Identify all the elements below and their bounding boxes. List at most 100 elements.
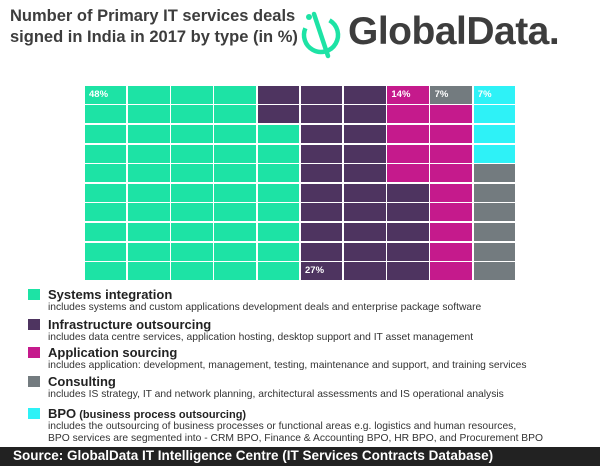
waffle-cell xyxy=(171,203,213,222)
data-label: 7% xyxy=(434,89,449,100)
waffle-cell xyxy=(171,222,213,242)
legend-swatch xyxy=(28,347,40,358)
legend-swatch xyxy=(28,319,40,330)
waffle-cell xyxy=(430,144,473,163)
waffle-cell xyxy=(127,105,170,124)
waffle-cell xyxy=(127,144,170,163)
legend-description: includes application: development, manag… xyxy=(48,360,527,371)
legend-swatch xyxy=(28,376,40,387)
waffle-cell xyxy=(257,262,300,281)
waffle-cell xyxy=(473,183,516,202)
waffle-cell xyxy=(343,164,386,183)
waffle-cell xyxy=(387,242,429,261)
waffle-cell xyxy=(84,105,127,124)
waffle-cell xyxy=(257,222,300,242)
waffle-cell xyxy=(343,85,386,104)
waffle-cell xyxy=(343,105,386,124)
waffle-cell xyxy=(84,85,127,104)
waffle-cell xyxy=(300,262,343,281)
legend-description: includes systems and custom applications… xyxy=(48,302,482,313)
chart-title: Number of Primary IT services deals sign… xyxy=(10,7,298,46)
waffle-cell xyxy=(214,124,257,144)
waffle-cell xyxy=(171,124,213,144)
data-label: 27% xyxy=(305,265,325,277)
waffle-cell xyxy=(387,124,429,144)
waffle-cell xyxy=(84,164,127,183)
waffle-cell xyxy=(300,85,343,104)
waffle-cell xyxy=(214,242,257,261)
waffle-cell xyxy=(214,222,257,242)
waffle-cell xyxy=(343,222,386,242)
source-text: Source: GlobalData IT Intelligence Centr… xyxy=(13,448,494,463)
waffle-cell xyxy=(430,242,473,261)
waffle-cell xyxy=(127,183,170,202)
waffle-cell xyxy=(171,144,213,163)
waffle-cell xyxy=(214,203,257,222)
globaldata-logo: GlobalData. xyxy=(296,8,596,60)
legend-swatch xyxy=(28,408,40,419)
waffle-cell xyxy=(430,222,473,242)
globaldata-logo-icon xyxy=(301,11,341,59)
waffle-cell xyxy=(300,222,343,242)
waffle-cell xyxy=(343,262,386,281)
waffle-cell xyxy=(300,242,343,261)
waffle-cell xyxy=(430,85,473,104)
waffle-cell xyxy=(430,105,473,124)
data-label: 7% xyxy=(477,89,492,100)
waffle-cell xyxy=(343,203,386,222)
waffle-cell xyxy=(171,242,213,261)
waffle-cell xyxy=(84,262,127,281)
waffle-cell xyxy=(127,242,170,261)
waffle-cell xyxy=(473,203,516,222)
waffle-cell xyxy=(473,242,516,261)
waffle-cell xyxy=(473,262,516,281)
waffle-cell xyxy=(127,222,170,242)
waffle-cell xyxy=(387,222,429,242)
waffle-cell xyxy=(430,203,473,222)
logo-text: GlobalData. xyxy=(348,10,560,53)
waffle-cell xyxy=(300,203,343,222)
waffle-cell xyxy=(300,105,343,124)
waffle-cell xyxy=(257,124,300,144)
waffle-cell xyxy=(257,164,300,183)
waffle-chart: 48% 27% 14% 7% 7% xyxy=(84,85,516,281)
waffle-cell xyxy=(387,85,429,104)
waffle-cell xyxy=(257,144,300,163)
waffle-cell xyxy=(473,124,516,144)
legend-name: Application sourcing xyxy=(48,345,178,360)
waffle-cell xyxy=(300,183,343,202)
legend-description: includes data centre services, applicati… xyxy=(48,332,474,343)
waffle-cell xyxy=(387,164,429,183)
waffle-cell xyxy=(214,105,257,124)
waffle-cell xyxy=(84,183,127,202)
waffle-cell xyxy=(214,144,257,163)
legend-description: includes IS strategy, IT and network pla… xyxy=(48,389,504,400)
waffle-cell xyxy=(300,164,343,183)
legend-name: Systems integration xyxy=(48,287,173,302)
waffle-cell xyxy=(473,144,516,163)
legend-swatch xyxy=(28,289,40,300)
waffle-cell xyxy=(214,164,257,183)
waffle-cell xyxy=(214,183,257,202)
waffle-cell xyxy=(473,85,516,104)
waffle-cell xyxy=(473,105,516,124)
waffle-cell xyxy=(257,105,300,124)
source-bar: Source: GlobalData IT Intelligence Centr… xyxy=(0,447,600,466)
waffle-cell xyxy=(257,203,300,222)
waffle-cell xyxy=(84,124,127,144)
waffle-cell xyxy=(343,183,386,202)
legend-name: Consulting xyxy=(48,374,116,389)
waffle-cell xyxy=(343,242,386,261)
waffle-cell xyxy=(127,262,170,281)
waffle-cell xyxy=(127,85,170,104)
waffle-cell xyxy=(430,164,473,183)
waffle-cell xyxy=(214,85,257,104)
waffle-cell xyxy=(127,203,170,222)
waffle-cell xyxy=(84,203,127,222)
waffle-cell xyxy=(257,183,300,202)
waffle-cell xyxy=(84,144,127,163)
waffle-cell xyxy=(430,124,473,144)
waffle-cell xyxy=(127,164,170,183)
legend-name: BPO (business process outsourcing) xyxy=(48,406,247,421)
waffle-cell xyxy=(171,183,213,202)
